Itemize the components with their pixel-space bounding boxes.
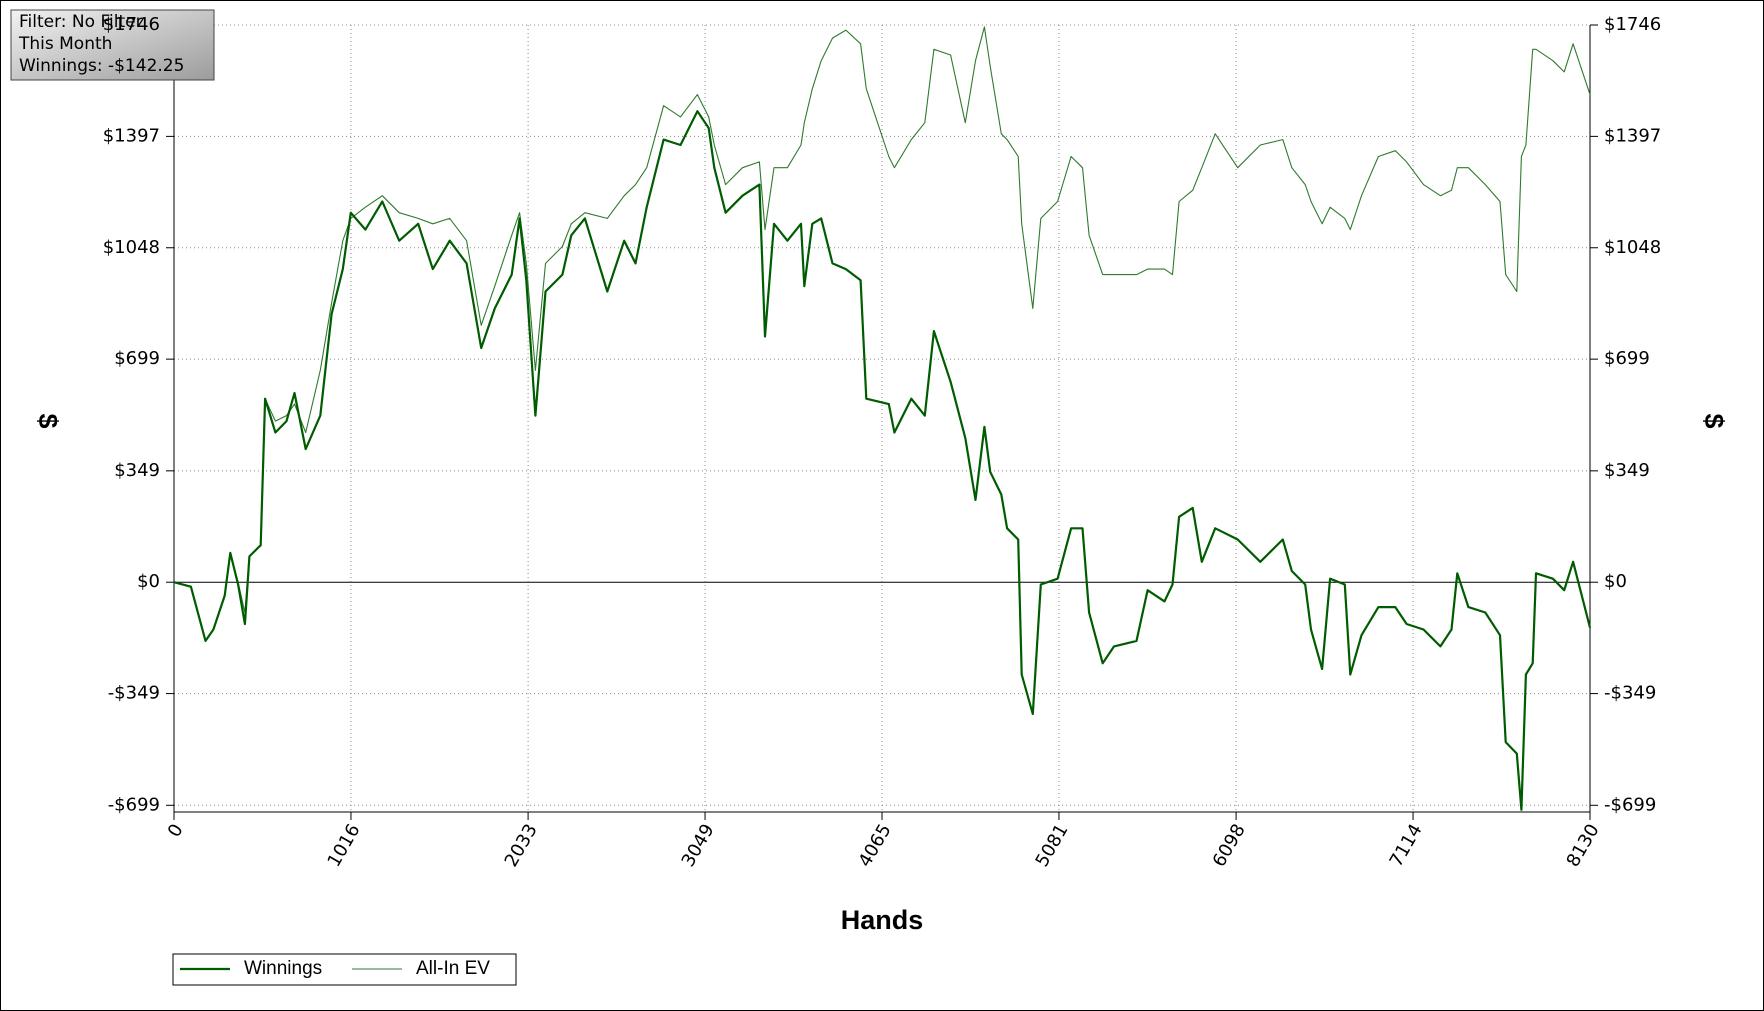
y2-axis-label: $ — [1699, 413, 1729, 428]
y-tick-label: $699 — [114, 348, 160, 369]
y-tick-label: -$699 — [108, 794, 160, 815]
y-tick-label: $1397 — [103, 125, 160, 146]
legend-box — [172, 953, 517, 986]
legend: Winnings All-In EV — [172, 953, 517, 986]
legend-label: All-In EV — [416, 958, 490, 979]
y2-tick-label: $699 — [1604, 348, 1650, 369]
y2-tick-label: $1397 — [1604, 125, 1661, 146]
plot-area — [166, 24, 1598, 820]
y2-tick-label: -$699 — [1604, 794, 1656, 815]
y-tick-label: $1048 — [103, 237, 160, 258]
y-tick-label: $1746 — [103, 14, 160, 35]
y2-tick-label: $349 — [1604, 460, 1650, 481]
winnings-text: Winnings: -$142.25 — [19, 56, 184, 76]
y2-tick-label: -$349 — [1604, 683, 1656, 704]
y2-tick-label: $1048 — [1604, 237, 1661, 258]
y-tick-label: $0 — [137, 571, 160, 592]
y2-tick-label: $0 — [1604, 571, 1627, 592]
info-box: Filter: No Filter This Month Winnings: -… — [10, 9, 215, 81]
y-tick-label: -$349 — [108, 683, 160, 704]
y-tick-label: $349 — [114, 460, 160, 481]
period-text: This Month — [18, 34, 112, 54]
series-line — [173, 110, 1592, 811]
y-axis-label: $ — [33, 413, 63, 428]
series-line — [173, 26, 1591, 642]
info-box-bg — [10, 9, 215, 81]
y2-tick-label: $1746 — [1604, 14, 1661, 35]
x-axis-label: Hands — [841, 905, 924, 935]
filter-text: Filter: No Filter — [19, 12, 143, 32]
legend-label: Winnings — [244, 958, 322, 979]
